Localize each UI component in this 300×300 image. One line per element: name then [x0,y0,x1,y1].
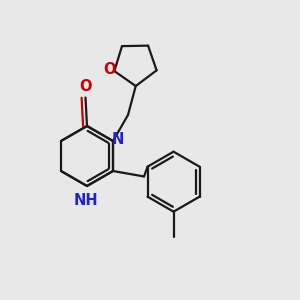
Text: O: O [79,79,92,94]
Text: O: O [103,62,116,77]
Text: NH: NH [73,193,98,208]
Text: N: N [112,132,124,147]
